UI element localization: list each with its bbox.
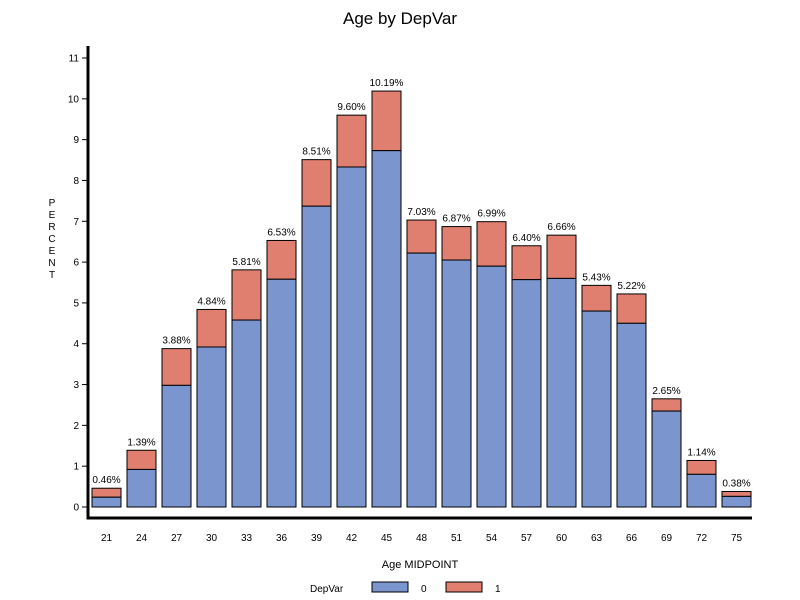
x-tick-label: 30 (206, 533, 218, 544)
x-tick-label: 39 (311, 533, 323, 544)
bar-segment-0 (581, 310, 612, 508)
bar-total-label: 1.14% (687, 447, 715, 458)
bar-segment-0 (91, 496, 122, 508)
bar-segment-1 (336, 114, 367, 168)
y-tick-label: 2 (73, 421, 79, 432)
bar-segment-1 (616, 293, 647, 324)
bar-total-label: 9.60% (337, 102, 365, 113)
bar-segment-0 (266, 278, 297, 508)
x-tick-label: 57 (521, 533, 533, 544)
bar-segment-0 (406, 252, 437, 508)
x-tick-label: 63 (591, 533, 603, 544)
y-tick-label: 5 (73, 298, 79, 309)
bar-total-label: 6.99% (477, 209, 505, 220)
bar-segment-1 (266, 239, 297, 280)
bar-total-label: 6.87% (442, 214, 470, 225)
bar-total-label: 1.39% (127, 437, 155, 448)
bar-total-label: 6.66% (547, 222, 575, 233)
y-tick-label: 7 (73, 217, 79, 228)
bar-segment-1 (581, 284, 612, 312)
bar-total-label: 8.51% (302, 147, 330, 158)
y-tick-label: 9 (73, 135, 79, 146)
x-tick-label: 36 (276, 533, 288, 544)
bar-segment-0 (371, 150, 402, 508)
x-tick-label: 72 (696, 533, 708, 544)
x-tick-label: 75 (731, 533, 743, 544)
y-tick-label: 10 (68, 94, 80, 105)
x-tick-label: 48 (416, 533, 428, 544)
bar-segment-0 (231, 319, 262, 508)
bar-total-label: 0.46% (92, 475, 120, 486)
chart-title: Age by DepVar (343, 9, 457, 28)
legend-swatch-0 (371, 581, 409, 593)
legend-label-0: 0 (421, 584, 427, 595)
legend: DepVar 0 1 (310, 581, 501, 595)
bar-segment-0 (441, 259, 472, 508)
bar-segment-1 (721, 490, 752, 497)
bar-total-label: 4.84% (197, 296, 225, 307)
y-tick-label: 0 (73, 503, 79, 514)
bar-segment-1 (651, 398, 682, 412)
legend-title: DepVar (310, 584, 344, 595)
x-tick-label: 33 (241, 533, 253, 544)
bar-segment-1 (511, 245, 542, 281)
bar-segment-0 (546, 277, 577, 508)
x-tick-label: 27 (171, 533, 183, 544)
bar-segment-1 (196, 308, 227, 348)
bar-total-label: 5.43% (582, 272, 610, 283)
bar-segment-0 (616, 322, 647, 508)
y-tick-label: 4 (73, 339, 79, 350)
y-tick-label: 11 (69, 54, 80, 65)
x-tick-label: 24 (136, 533, 148, 544)
bar-segment-1 (546, 234, 577, 279)
legend-label-1: 1 (495, 584, 501, 595)
x-axis-label: Age MIDPOINT (382, 559, 459, 571)
bar-segment-1 (301, 159, 332, 207)
bar-total-label: 6.40% (512, 233, 540, 244)
bar-total-label: 2.65% (652, 386, 680, 397)
bar-segment-1 (686, 459, 717, 475)
x-tick-label: 69 (661, 533, 673, 544)
bar-segment-1 (161, 348, 192, 386)
bar-segment-0 (301, 205, 332, 508)
bar-segment-0 (196, 346, 227, 508)
legend-swatch-1 (445, 581, 483, 593)
bar-segment-1 (406, 219, 437, 254)
x-tick-label: 45 (381, 533, 393, 544)
x-tick-label: 60 (556, 533, 568, 544)
bar-segment-1 (371, 90, 402, 152)
y-tick-label: 1 (73, 462, 79, 473)
bar-segment-0 (476, 265, 507, 508)
x-tick-label: 42 (346, 533, 358, 544)
x-tick-label: 66 (626, 533, 638, 544)
bar-segment-0 (721, 495, 752, 508)
bar-segment-0 (686, 473, 717, 508)
plot-area: 012345678910110.46%211.39%243.88%274.84%… (68, 46, 752, 544)
bar-segment-1 (126, 449, 157, 470)
y-tick-label: 8 (73, 176, 79, 187)
bar-segment-0 (161, 384, 192, 508)
bar-segment-1 (476, 221, 507, 267)
bar-total-label: 7.03% (407, 207, 435, 218)
bar-segment-1 (441, 226, 472, 261)
x-tick-label: 51 (451, 533, 463, 544)
bar-segment-0 (126, 468, 157, 508)
bar-segment-0 (336, 166, 367, 508)
bar-segment-1 (91, 487, 122, 498)
y-tick-label: 3 (73, 380, 79, 391)
x-tick-label: 21 (101, 533, 113, 544)
bar-segment-0 (511, 279, 542, 508)
y-tick-label: 6 (73, 258, 79, 269)
x-tick-label: 54 (486, 533, 498, 544)
bar-segment-1 (231, 269, 262, 321)
bar-total-label: 5.81% (232, 257, 260, 268)
bar-total-label: 10.19% (370, 78, 404, 89)
bar-total-label: 3.88% (162, 336, 190, 347)
bar-total-label: 6.53% (267, 227, 295, 238)
bar-total-label: 0.38% (722, 478, 750, 489)
bar-total-label: 5.22% (617, 281, 645, 292)
bar-segment-0 (651, 410, 682, 508)
y-axis-label: PERCENT (47, 198, 58, 282)
